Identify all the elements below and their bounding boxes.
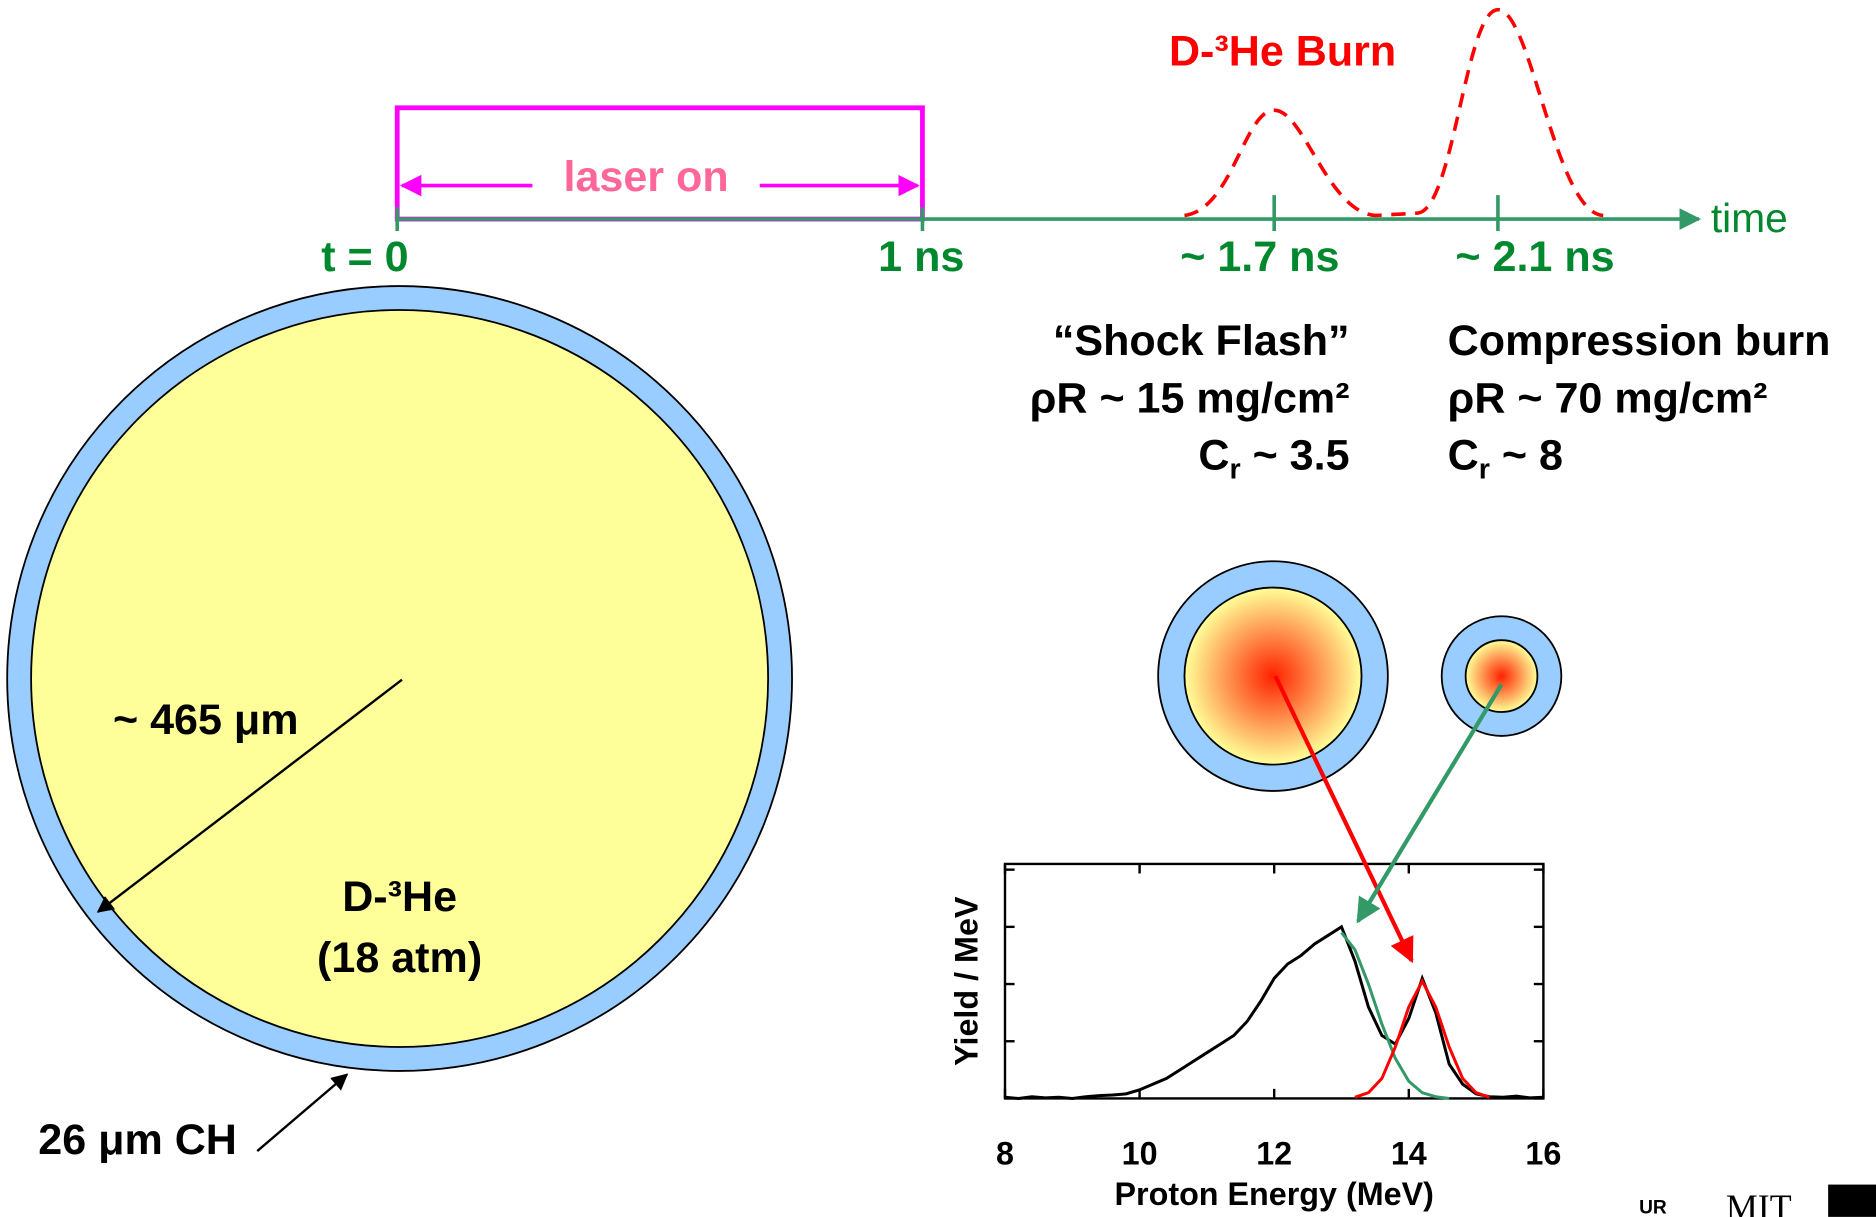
x-tick-label: 12 <box>1256 1135 1292 1171</box>
shell-arrow <box>257 1075 347 1152</box>
cr-rest: ~ 3.5 <box>1241 432 1350 480</box>
diagram: laser on D-³He Burn time t = 0 1 ns ~ 1.… <box>0 0 1876 1217</box>
x-axis-title: Proton Energy (MeV) <box>1114 1176 1433 1212</box>
cr-sub: r <box>1479 453 1490 485</box>
shock-core <box>1184 588 1361 765</box>
x-tick-label: 16 <box>1525 1135 1561 1171</box>
cr-rest: ~ 8 <box>1490 432 1563 480</box>
shock-rho-r: ρR ~ 15 mg/cm² <box>1030 374 1350 422</box>
time-tick-label: ~ 2.1 ns <box>1455 233 1614 281</box>
compressed-core <box>1466 640 1538 712</box>
time-tick-label: ~ 1.7 ns <box>1180 233 1339 281</box>
x-tick-label: 10 <box>1122 1135 1158 1171</box>
fuel-label: D-³He <box>342 873 457 921</box>
time-label: time <box>1711 195 1788 241</box>
burn-label: D-³He Burn <box>1169 27 1396 75</box>
shock-cr: Cr ~ 3.5 <box>1198 432 1349 485</box>
x-tick-label: 14 <box>1391 1135 1427 1171</box>
compression-rho-r: ρR ~ 70 mg/cm² <box>1448 374 1768 422</box>
compression-title: Compression burn <box>1448 317 1831 365</box>
logo-mit: MIT <box>1726 1187 1792 1217</box>
compression-cr: Cr ~ 8 <box>1448 432 1563 485</box>
cr-symbol: C <box>1448 432 1479 480</box>
time-tick-label: t = 0 <box>321 233 408 281</box>
cr-sub: r <box>1229 453 1240 485</box>
shell-label: 26 μm CH <box>38 1116 237 1164</box>
spectrum-chart: 8 10 12 14 16 Proton Energy (MeV) Yield / MeV <box>949 864 1562 1212</box>
radius-label: ~ 465 μm <box>113 696 299 744</box>
shock-title: “Shock Flash” <box>1053 317 1350 365</box>
pressure-label: (18 atm) <box>317 934 482 982</box>
logo: UR MIT <box>1639 1185 1876 1217</box>
x-tick-label: 8 <box>996 1135 1014 1171</box>
cr-symbol: C <box>1198 432 1229 480</box>
laser-label: laser on <box>563 153 728 201</box>
logo-ur: UR <box>1639 1198 1667 1217</box>
time-tick-label: 1 ns <box>878 233 964 281</box>
y-axis-title: Yield / MeV <box>949 896 985 1066</box>
